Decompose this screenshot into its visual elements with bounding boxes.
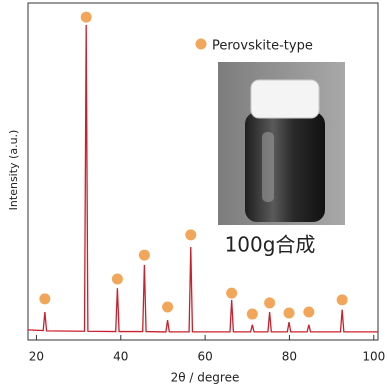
legend-label: Perovskite-type [212,39,313,54]
x-axis-label: 2θ / degree [171,371,240,385]
peak-marker [111,273,123,285]
peak-marker [246,308,258,320]
photo-inset [218,62,345,225]
peak-marker [162,301,174,313]
xrd-line [27,24,378,333]
peak-marker [39,293,51,305]
y-axis-label: Intensity (a.u.) [7,130,20,211]
x-tick-label: 80 [282,350,297,364]
peak-marker [283,307,295,319]
x-tick-label: 100 [362,350,385,364]
legend-marker [195,38,207,50]
x-tick-label: 20 [29,350,44,364]
peak-marker [336,294,348,306]
peak-marker [138,249,150,261]
x-tick-label: 60 [197,350,212,364]
x-tick-label: 40 [113,350,128,364]
peak-marker [226,287,238,299]
plot-frame [27,2,379,341]
peak-marker [185,229,197,241]
peak-marker [303,306,315,318]
peak-marker [264,297,276,309]
peak-marker [80,11,92,23]
annotation: 100g合成 [225,233,316,257]
